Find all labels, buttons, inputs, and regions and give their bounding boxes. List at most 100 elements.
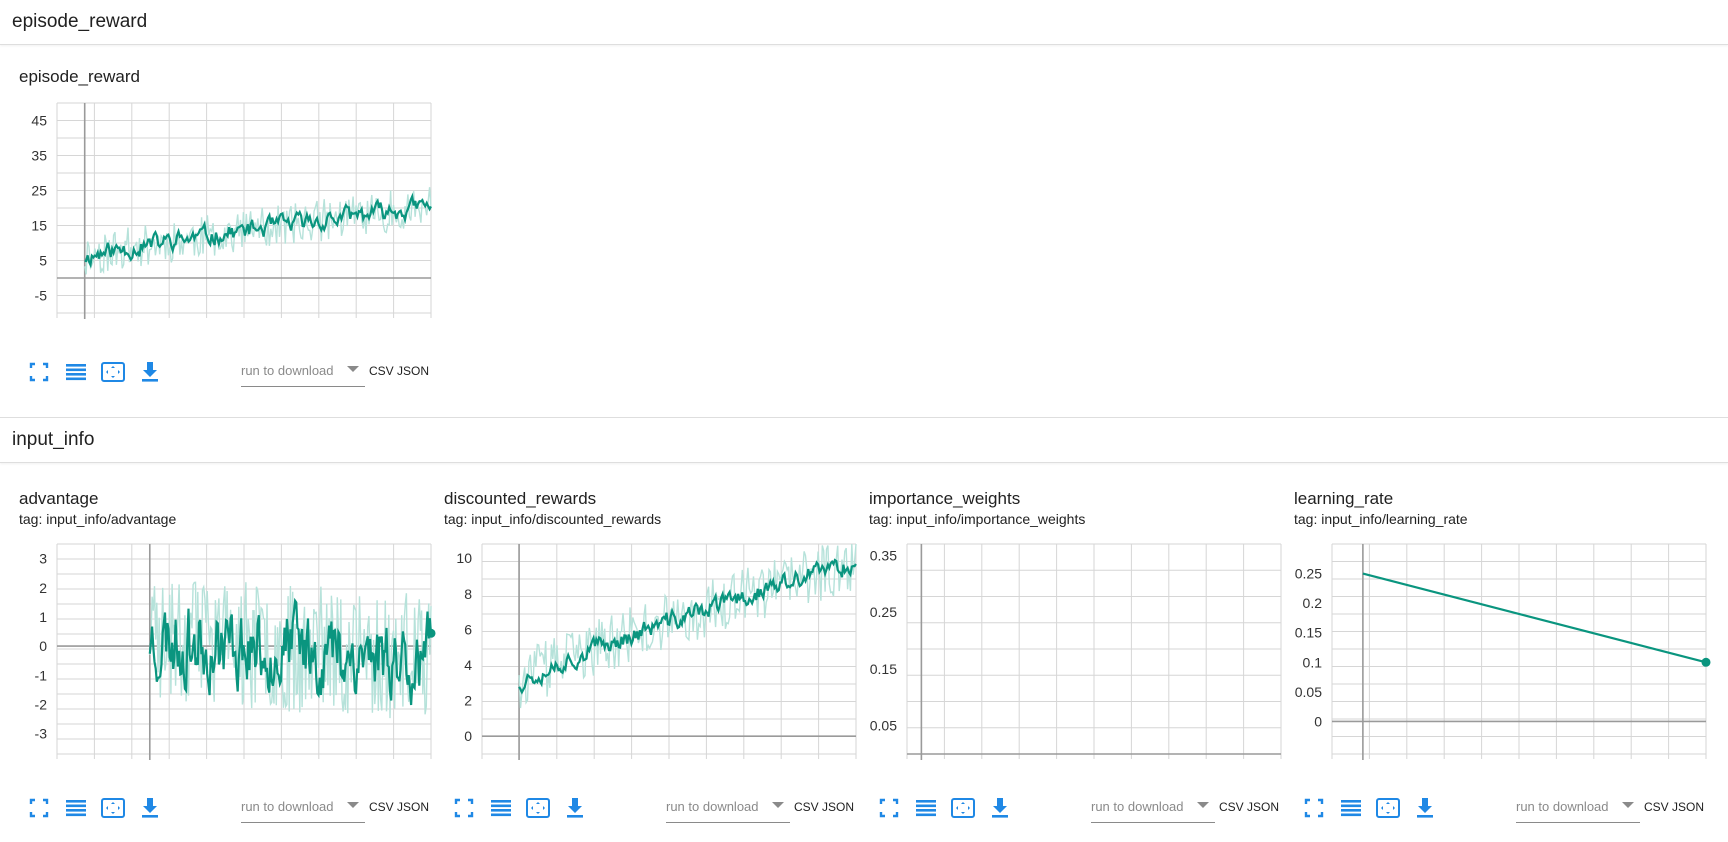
download-icon[interactable] — [1411, 794, 1439, 822]
fit-domain-icon[interactable] — [1374, 794, 1402, 822]
chart-discounted-rewards[interactable]: 10 8 6 4 2 0 — [444, 536, 864, 766]
download-icon[interactable] — [136, 358, 164, 386]
fullscreen-icon[interactable] — [1300, 794, 1328, 822]
y-tick-label: 0.1 — [1303, 654, 1323, 670]
run-select-dropdown[interactable]: run to download — [666, 794, 790, 823]
y-tick-label: -5 — [35, 288, 48, 304]
y-tick-label: -3 — [35, 726, 48, 742]
y-tick-label: 0 — [464, 728, 472, 744]
y-tick-label: 25 — [31, 183, 47, 199]
chart-learning-rate[interactable]: 0.25 0.2 0.15 0.1 0.05 0 — [1294, 536, 1714, 766]
chevron-down-icon — [347, 802, 359, 808]
run-select-placeholder: run to download — [241, 799, 334, 814]
run-select-placeholder: run to download — [1091, 799, 1184, 814]
y-tick-label: 5 — [39, 253, 47, 269]
section-title: input_info — [12, 429, 95, 450]
smoothed-series-line — [148, 597, 433, 706]
fullscreen-icon[interactable] — [450, 794, 478, 822]
y-tick-label: 0 — [1314, 713, 1322, 729]
chevron-down-icon — [772, 802, 784, 808]
card-title: episode_reward — [19, 67, 140, 86]
card-tag: tag: input_info/importance_weights — [869, 511, 1086, 527]
raw-series-line — [518, 543, 857, 709]
y-tick-label: 6 — [464, 621, 472, 637]
run-select-dropdown[interactable]: run to download — [241, 794, 365, 823]
section-header-input-info[interactable]: input_info — [0, 418, 1728, 463]
list-icon[interactable] — [62, 358, 90, 386]
download-icon[interactable] — [986, 794, 1014, 822]
card-toolbar: run to download CSV JSON — [19, 358, 439, 390]
y-tick-label: 0.15 — [1295, 625, 1322, 641]
csv-download-link[interactable]: CSV — [794, 800, 819, 814]
y-tick-label: 45 — [31, 113, 47, 129]
section-header-episode-reward[interactable]: episode_reward — [0, 0, 1728, 45]
y-tick-label: 0.05 — [870, 718, 897, 734]
csv-download-link[interactable]: CSV — [1644, 800, 1669, 814]
series-end-point — [1701, 657, 1711, 667]
json-download-link[interactable]: JSON — [397, 364, 430, 378]
smoothed-series-line — [518, 558, 857, 695]
fit-domain-icon[interactable] — [949, 794, 977, 822]
download-icon[interactable] — [561, 794, 589, 822]
smoothed-series-line — [84, 192, 432, 269]
csv-download-link[interactable]: CSV — [369, 364, 394, 378]
fullscreen-icon[interactable] — [25, 794, 53, 822]
y-tick-label: 0.2 — [1303, 595, 1323, 611]
list-icon[interactable] — [1337, 794, 1365, 822]
y-tick-label: 2 — [39, 580, 47, 596]
fit-domain-icon[interactable] — [99, 794, 127, 822]
y-tick-label: 0.25 — [870, 604, 897, 620]
section-divider — [0, 417, 1728, 418]
csv-download-link[interactable]: CSV — [369, 800, 394, 814]
fit-domain-icon[interactable] — [524, 794, 552, 822]
chart-episode-reward[interactable]: 45 35 25 15 5 -5 — [19, 95, 439, 325]
json-download-link[interactable]: JSON — [397, 800, 430, 814]
chart-advantage[interactable]: 3 2 1 0 -1 -2 -3 — [19, 536, 439, 766]
card-title: discounted_rewards — [444, 489, 597, 508]
fullscreen-icon[interactable] — [875, 794, 903, 822]
run-select-dropdown[interactable]: run to download — [1516, 794, 1640, 823]
card-toolbar: run to download CSV JSON — [444, 794, 864, 826]
card-tag: tag: input_info/learning_rate — [1294, 511, 1468, 527]
run-select-placeholder: run to download — [1516, 799, 1609, 814]
y-tick-label: 0 — [39, 638, 47, 654]
y-tick-label: 4 — [464, 657, 472, 673]
y-tick-label: 10 — [456, 550, 472, 566]
series-end-point — [426, 628, 436, 638]
card-toolbar: run to download CSV JSON — [869, 794, 1289, 826]
csv-download-link[interactable]: CSV — [1219, 800, 1244, 814]
list-icon[interactable] — [487, 794, 515, 822]
fit-domain-icon[interactable] — [99, 358, 127, 386]
card-tag: tag: input_info/discounted_rewards — [444, 511, 662, 527]
chevron-down-icon — [1197, 802, 1209, 808]
y-tick-label: 3 — [39, 551, 47, 567]
run-select-dropdown[interactable]: run to download — [241, 358, 365, 387]
card-toolbar: run to download CSV JSON — [1294, 794, 1714, 826]
json-download-link[interactable]: JSON — [1247, 800, 1280, 814]
chart-importance-weights[interactable]: 0.35 0.25 0.15 0.05 — [869, 536, 1289, 766]
series-line — [1362, 572, 1707, 664]
fullscreen-icon[interactable] — [25, 358, 53, 386]
y-tick-label: -2 — [35, 696, 48, 712]
run-select-placeholder: run to download — [666, 799, 759, 814]
y-tick-label: -1 — [35, 667, 48, 683]
y-tick-label: 0.05 — [1295, 684, 1322, 700]
section-title: episode_reward — [12, 11, 148, 32]
list-icon[interactable] — [912, 794, 940, 822]
list-icon[interactable] — [62, 794, 90, 822]
run-select-dropdown[interactable]: run to download — [1091, 794, 1215, 823]
run-select-placeholder: run to download — [241, 363, 334, 378]
y-tick-label: 0.15 — [870, 661, 897, 677]
card-toolbar: run to download CSV JSON — [19, 794, 439, 826]
y-tick-label: 15 — [31, 218, 47, 234]
card-title: importance_weights — [869, 489, 1021, 508]
card-tag: tag: input_info/advantage — [19, 511, 177, 527]
chevron-down-icon — [1622, 802, 1634, 808]
raw-series-line — [149, 581, 432, 719]
download-icon[interactable] — [136, 794, 164, 822]
json-download-link[interactable]: JSON — [1672, 800, 1705, 814]
y-tick-label: 35 — [31, 148, 47, 164]
card-title: advantage — [19, 489, 99, 508]
y-tick-label: 0.35 — [870, 547, 897, 563]
json-download-link[interactable]: JSON — [822, 800, 855, 814]
